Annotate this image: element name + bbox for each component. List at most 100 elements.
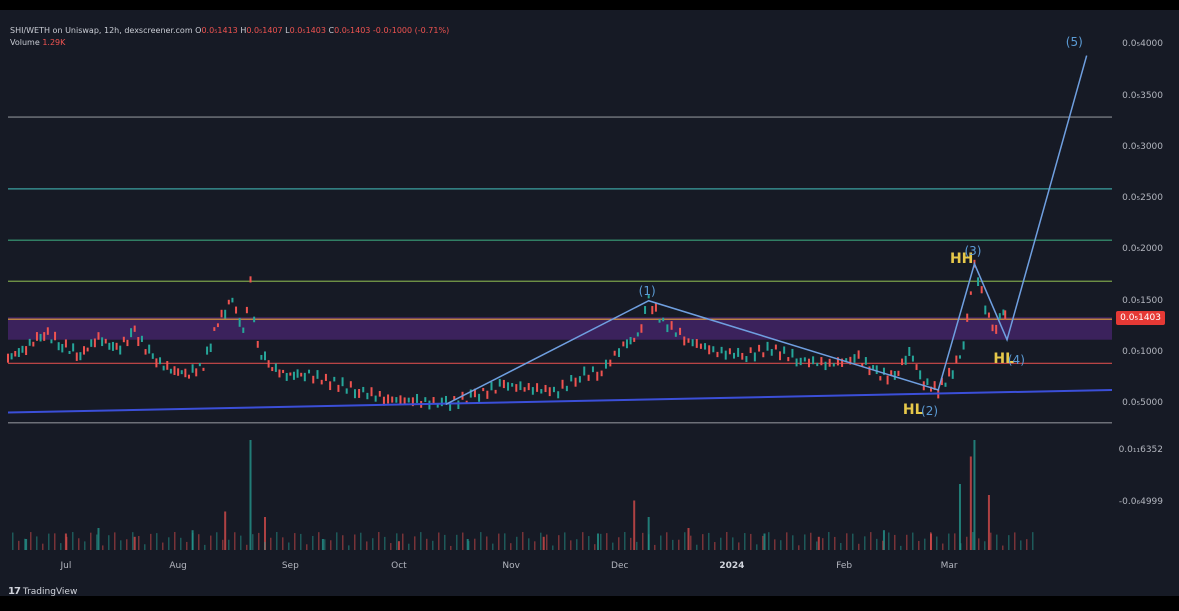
- price-candle: [75, 352, 78, 361]
- price-candle: [457, 400, 460, 410]
- volume-bar: [486, 536, 488, 550]
- open-label: O: [195, 26, 202, 35]
- price-candle: [122, 336, 125, 343]
- price-candle: [320, 379, 323, 385]
- open-value: 0.0₅1413: [201, 26, 238, 35]
- volume-bar: [542, 536, 545, 550]
- price-candle: [21, 345, 24, 353]
- price-candle: [944, 382, 947, 387]
- volume-bar: [133, 536, 136, 550]
- price-candle: [868, 366, 871, 376]
- volume-bar: [774, 539, 776, 550]
- volume-bar: [822, 538, 824, 550]
- price-candle: [126, 339, 129, 347]
- price-candle: [864, 357, 867, 365]
- volume-bar: [858, 543, 860, 550]
- price-candle: [1004, 310, 1007, 320]
- price-candle: [618, 348, 621, 358]
- price-candle: [469, 389, 472, 398]
- price-candle: [202, 367, 205, 371]
- volume-bar: [792, 535, 794, 550]
- x-tick-label: Nov: [502, 561, 520, 571]
- price-candle: [473, 388, 476, 398]
- volume-bar: [30, 532, 32, 550]
- price-candle: [507, 382, 510, 391]
- volume-bar: [174, 532, 176, 550]
- price-candle: [486, 390, 489, 399]
- price-candle: [285, 372, 288, 381]
- price-candle: [374, 395, 377, 402]
- volume-label: Volume: [10, 38, 40, 47]
- price-candle: [587, 374, 590, 381]
- volume-bar: [597, 533, 600, 550]
- volume-bar: [306, 544, 308, 550]
- price-candle: [191, 364, 194, 373]
- price-candle: [260, 354, 263, 360]
- price-candle: [35, 332, 38, 341]
- volume-bar: [444, 534, 446, 550]
- price-candle: [861, 362, 864, 367]
- price-candle: [101, 337, 104, 347]
- price-candle: [749, 347, 752, 354]
- volume-bar: [852, 533, 854, 550]
- price-candle: [195, 368, 198, 377]
- price-candle: [845, 358, 848, 362]
- price-candle: [502, 379, 505, 389]
- volume-bar: [564, 532, 566, 550]
- volume-bar: [12, 532, 14, 550]
- volume-bar: [48, 533, 50, 550]
- price-candle: [770, 349, 773, 356]
- price-candle: [644, 306, 647, 314]
- volume-bar: [636, 541, 638, 550]
- price-candle: [238, 317, 241, 327]
- volume-bar: [1014, 532, 1016, 550]
- price-candle: [137, 337, 140, 347]
- price-candle: [832, 363, 835, 367]
- volume-bar: [973, 440, 976, 550]
- price-candle: [411, 397, 414, 407]
- price-candle: [998, 313, 1001, 320]
- volume-bar: [384, 536, 386, 550]
- volume-bar: [168, 537, 170, 550]
- price-candle: [316, 370, 319, 379]
- price-candle: [337, 384, 340, 392]
- price-candle: [596, 371, 599, 381]
- price-candle: [940, 377, 943, 386]
- volume-bar: [834, 536, 836, 550]
- volume-bar: [224, 511, 227, 550]
- price-candle: [312, 375, 315, 384]
- volume-bar: [72, 532, 74, 550]
- volume-bar: [702, 534, 704, 550]
- volume-bar: [1002, 545, 1004, 550]
- price-candle: [449, 403, 452, 411]
- volume-bar: [192, 532, 194, 550]
- volume-bar: [60, 543, 62, 550]
- price-candle: [494, 389, 497, 394]
- volume-bar: [684, 532, 686, 550]
- price-candle: [704, 343, 707, 350]
- volume-bar: [660, 535, 662, 550]
- price-candle: [159, 357, 162, 365]
- price-candle: [440, 397, 443, 407]
- volume-bar: [492, 543, 494, 550]
- price-candle: [552, 386, 555, 393]
- volume-bar: [414, 536, 416, 550]
- volume-bar: [990, 532, 992, 550]
- price-candle: [766, 341, 769, 351]
- price-chart[interactable]: [0, 10, 1179, 596]
- tradingview-logo[interactable]: 17 TradingView: [8, 586, 77, 597]
- volume-bar: [744, 533, 746, 550]
- volume-bar: [672, 539, 674, 550]
- volume-bar: [462, 532, 464, 550]
- volume-bar: [18, 540, 20, 550]
- price-candle: [1002, 309, 1005, 316]
- volume-bar: [300, 533, 302, 550]
- volume-bar: [66, 536, 68, 550]
- price-candle: [699, 343, 702, 349]
- volume-bar: [420, 532, 422, 550]
- price-candle: [540, 389, 543, 394]
- volume-bar: [102, 545, 104, 550]
- volume-bar: [798, 545, 800, 550]
- volume-bar: [687, 528, 690, 550]
- price-candle: [399, 395, 402, 405]
